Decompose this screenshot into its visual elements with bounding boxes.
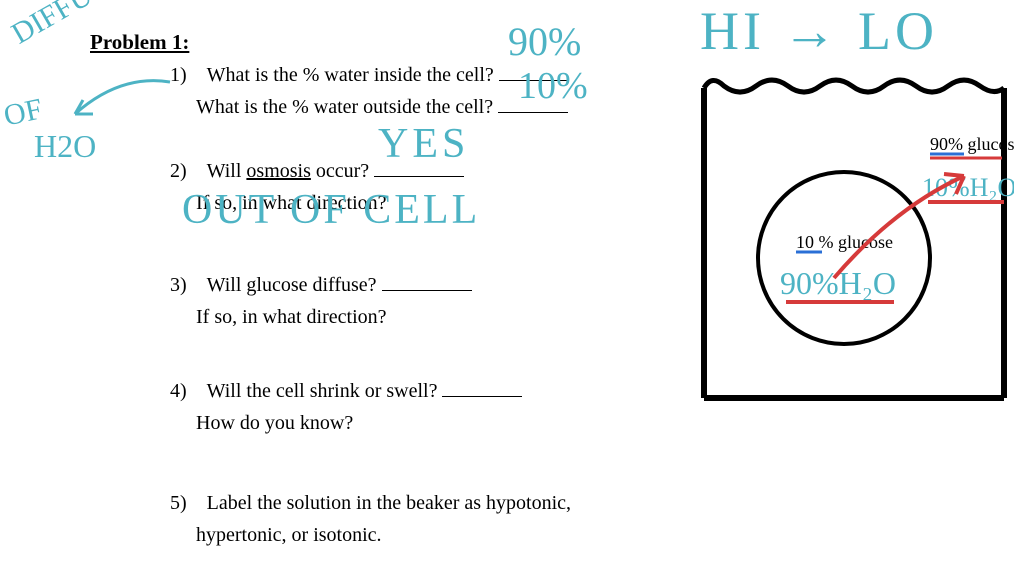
hw-arrow-diffusion	[60, 74, 180, 134]
q3-line2: If so, in what direction?	[90, 303, 610, 331]
q3a-text: 3) Will glucose diffuse?	[170, 274, 377, 296]
q5-line2: hypertonic, or isotonic.	[90, 521, 610, 549]
beaker-diagram: 90% glucose 10 % glucose 90%H₂O 10%H₂O	[694, 68, 1014, 408]
q2-line1: 2) Will osmosis occur?	[90, 157, 610, 185]
q4a-text: 4) Will the cell shrink or swell?	[170, 380, 437, 402]
q3-line1: 3) Will glucose diffuse?	[90, 271, 610, 299]
q1a-text: 1) What is the % water inside the cell?	[170, 64, 494, 86]
beaker-outside-label: 90% glucose	[930, 134, 1014, 154]
hw-90pct: 90%	[508, 18, 581, 65]
q4a-blank	[442, 383, 522, 397]
hw-10pct: 10%	[518, 64, 588, 108]
q2a-underline: osmosis	[246, 160, 310, 182]
q5-line1: 5) Label the solution in the beaker as h…	[90, 489, 610, 517]
q4-line2: How do you know?	[90, 409, 610, 437]
hw-hi-lo: HI → LO	[700, 0, 938, 62]
q2a-pre: 2) Will	[170, 160, 246, 182]
q2a-post: occur?	[311, 160, 369, 182]
q1b-text: What is the % water outside the cell?	[196, 96, 493, 118]
hw-out-of-cell: OUT OF CELL	[182, 186, 480, 234]
beaker-svg: 90% glucose 10 % glucose 90%H₂O 10%H₂O	[694, 68, 1014, 408]
q4-line1: 4) Will the cell shrink or swell?	[90, 377, 610, 405]
hw-yes: YES	[378, 120, 469, 168]
beaker-outside-hw: 10%H₂O	[922, 173, 1014, 202]
q3a-blank	[382, 277, 472, 291]
